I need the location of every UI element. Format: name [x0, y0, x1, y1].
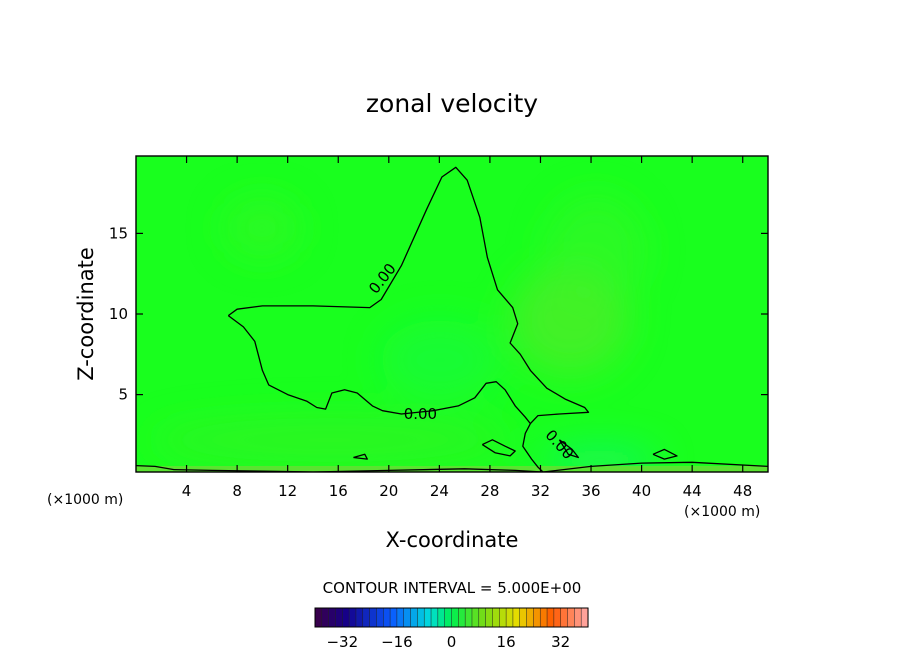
- shade-blob: [150, 418, 510, 462]
- colorbar-tick-label: 32: [551, 633, 570, 651]
- colorbar-cell: [314, 607, 323, 628]
- shade-blob: [224, 198, 300, 258]
- colorbar-cell: [403, 607, 412, 628]
- x-tick-label: 28: [480, 482, 499, 500]
- colorbar-cell: [410, 607, 418, 628]
- colorbar-cell: [533, 607, 541, 628]
- colorbar-tick-label: −32: [326, 633, 358, 651]
- x-tick-label: 16: [329, 482, 348, 500]
- x-unit-left: (×1000 m): [47, 492, 123, 508]
- colorbar-cell: [417, 607, 425, 628]
- colorbar-cell: [574, 607, 582, 628]
- colorbar-cell: [553, 607, 562, 628]
- y-tick-label: 15: [109, 224, 128, 242]
- shade-blob: [540, 446, 660, 472]
- colorbar-cell: [328, 607, 337, 628]
- x-axis-label: X-coordinate: [386, 528, 519, 552]
- colorbar-cell: [355, 607, 364, 628]
- colorbar-cell: [478, 607, 487, 628]
- colorbar-cell: [396, 607, 405, 628]
- contour-interval-text: CONTOUR INTERVAL = 5.000E+00: [323, 579, 582, 597]
- colorbar-cell: [526, 607, 534, 628]
- colorbar-cell: [580, 607, 589, 628]
- colorbar-cell: [505, 607, 514, 628]
- colorbar-cell: [335, 607, 343, 628]
- colorbar-cell: [492, 607, 500, 628]
- x-tick-label: 40: [632, 482, 651, 500]
- colorbar-cell: [458, 607, 466, 628]
- colorbar-cell: [383, 607, 391, 628]
- colorbar-cell: [485, 607, 493, 628]
- x-tick-label: 48: [733, 482, 752, 500]
- chart-title: zonal velocity: [366, 89, 538, 118]
- colorbar-cell: [539, 607, 548, 628]
- colorbar-cell: [464, 607, 473, 628]
- colorbar-cell: [471, 607, 480, 628]
- colorbar-cell: [560, 607, 569, 628]
- shade-blob: [546, 195, 646, 305]
- colorbar-frame: [314, 607, 589, 628]
- colorbar: −32 −16 0 16 32: [314, 607, 589, 651]
- x-tick-label: 20: [379, 482, 398, 500]
- x-tick-label: 44: [683, 482, 702, 500]
- colorbar-cell: [389, 607, 398, 628]
- colorbar-cell: [342, 607, 350, 628]
- colorbar-cell: [321, 607, 330, 628]
- colorbar-cell: [512, 607, 521, 628]
- colorbar-cell: [499, 607, 507, 628]
- colorbar-cell: [567, 607, 575, 628]
- colorbar-cell: [430, 607, 439, 628]
- x-tick-label: 4: [182, 482, 192, 500]
- contour-line: [652, 448, 678, 460]
- colorbar-cell: [369, 607, 377, 628]
- contour-line: [353, 453, 368, 460]
- contour-line: [481, 439, 516, 457]
- x-tick-label: 24: [430, 482, 449, 500]
- x-tick-label: 32: [531, 482, 550, 500]
- colorbar-cell: [519, 607, 528, 628]
- colorbar-cell: [423, 607, 432, 628]
- colorbar-cell: [451, 607, 459, 628]
- x-unit-right: (×1000 m): [684, 504, 760, 520]
- x-tick-label: 12: [278, 482, 297, 500]
- colorbar-cell: [362, 607, 371, 628]
- colorbar-cell: [444, 607, 453, 628]
- contour-line: [136, 461, 768, 472]
- shading-blobs: [150, 195, 660, 472]
- colorbar-cell: [546, 607, 555, 628]
- colorbar-cell: [376, 607, 384, 628]
- colorbar-tick-label: −16: [381, 633, 413, 651]
- x-tick-label: 36: [581, 482, 600, 500]
- y-tick-label: 5: [118, 386, 128, 404]
- contour-lines: [136, 166, 768, 472]
- y-tick-label: 10: [109, 305, 128, 323]
- x-tick-label: 8: [232, 482, 242, 500]
- contour-label: 0.00: [404, 405, 437, 423]
- contour-line: [558, 439, 580, 459]
- contour-line: [227, 315, 531, 425]
- colorbar-tick-label: 0: [447, 633, 457, 651]
- y-axis-label: Z-coordinate: [74, 247, 98, 381]
- colorbar-tick-label: 16: [497, 633, 516, 651]
- shade-blob: [380, 320, 500, 400]
- colorbar-cell: [348, 607, 357, 628]
- colorbar-cell: [437, 607, 446, 628]
